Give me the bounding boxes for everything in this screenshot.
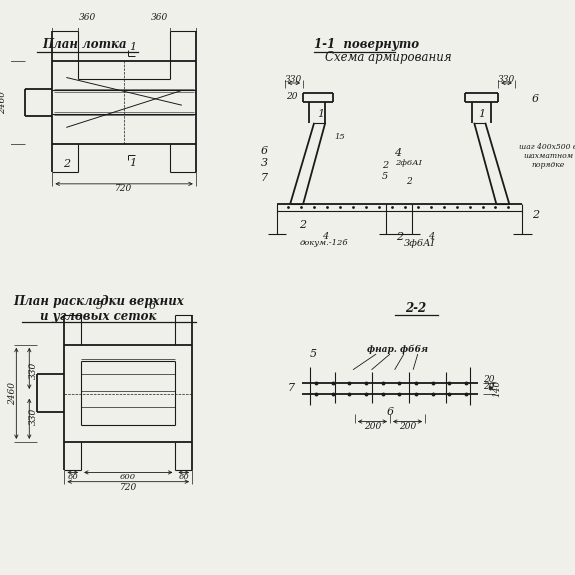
Text: 2: 2 [300,220,306,229]
Text: 2460: 2460 [0,91,7,114]
Text: 2: 2 [382,161,389,170]
Text: 4: 4 [394,148,401,158]
Text: 330: 330 [285,75,302,84]
Text: фнар. фб6я: фнар. фб6я [367,344,428,354]
Text: 6: 6 [386,407,393,417]
Text: План раскладки верхних
и угловых сеток: План раскладки верхних и угловых сеток [13,295,184,323]
Text: 2-2: 2-2 [405,302,427,315]
Text: 60: 60 [178,473,189,481]
Text: 200: 200 [364,421,381,431]
Text: 15: 15 [335,133,346,141]
Text: шаг 400х500 в
шахматном
порядке: шаг 400х500 в шахматном порядке [519,143,575,169]
Text: 2: 2 [63,159,70,170]
Text: 7: 7 [260,173,268,183]
Text: 1: 1 [129,42,136,52]
Text: 600: 600 [120,473,136,481]
Text: 1: 1 [129,158,136,167]
Text: 720: 720 [120,483,137,492]
Text: 2: 2 [405,178,411,186]
Text: докум.-12б: докум.-12б [299,239,348,247]
Text: 4: 4 [322,232,328,241]
Text: 3ф6АI: 3ф6АI [404,239,435,247]
Text: 720: 720 [115,184,132,193]
Text: 330: 330 [29,407,37,424]
Text: 20: 20 [286,93,298,101]
Text: 5: 5 [96,301,103,311]
Text: 360: 360 [151,13,168,22]
Text: 1: 1 [478,109,485,118]
Text: 1: 1 [317,109,324,118]
Text: 60: 60 [67,473,78,481]
Text: 200: 200 [399,421,416,431]
Text: 3: 3 [260,159,268,168]
Text: 20: 20 [484,374,495,384]
Text: 2: 2 [396,232,403,242]
Text: Схема армирования: Схема армирования [325,51,451,64]
Text: 2460: 2460 [8,382,17,405]
Text: 5: 5 [382,172,389,181]
Text: 1-1  повернуто: 1-1 повернуто [315,38,419,51]
Text: 4: 4 [428,232,435,241]
Text: 6: 6 [260,145,268,156]
Text: 5: 5 [310,349,317,359]
Text: 2ф6АI: 2ф6АI [395,159,422,167]
Text: 330: 330 [498,75,515,84]
Text: 360: 360 [79,13,96,22]
Text: 330: 330 [29,362,37,380]
Text: 20: 20 [484,382,495,391]
Text: 140: 140 [492,380,501,397]
Text: 6: 6 [532,94,539,104]
Text: 6: 6 [149,301,156,311]
Text: 7: 7 [288,384,295,393]
Text: План лотка: План лотка [43,38,127,51]
Text: 2: 2 [532,210,539,220]
